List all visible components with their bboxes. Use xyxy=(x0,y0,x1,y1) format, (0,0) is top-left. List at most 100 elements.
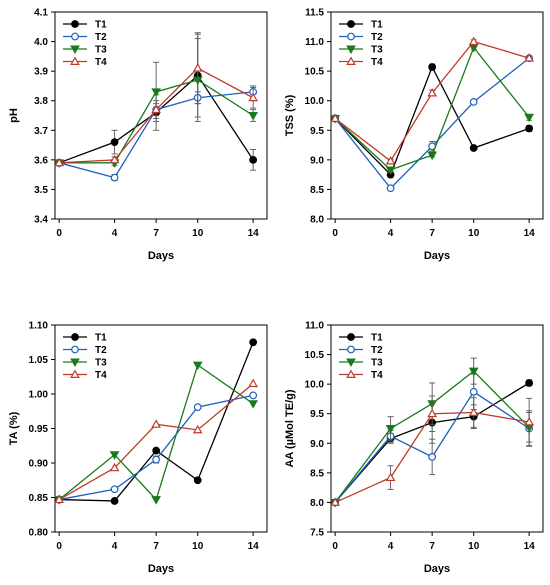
y-axis-label: TSS (%) xyxy=(284,94,296,136)
y-tick-label: 0.80 xyxy=(29,528,49,539)
x-tick-label: 14 xyxy=(248,541,260,552)
legend-label: T2 xyxy=(371,32,383,43)
x-axis-label: Days xyxy=(148,250,174,262)
legend-label: T1 xyxy=(371,20,383,31)
series-t3 xyxy=(54,38,258,168)
data-point xyxy=(468,367,479,377)
legend-marker xyxy=(70,369,80,378)
legend-label: T4 xyxy=(95,57,107,68)
data-point xyxy=(110,138,119,147)
legend-marker xyxy=(71,32,79,41)
data-point xyxy=(249,338,258,347)
legend-marker xyxy=(71,20,79,28)
legend-marker xyxy=(70,358,80,368)
x-axis-label: Days xyxy=(148,563,174,575)
y-tick-label: 8.0 xyxy=(310,498,324,509)
x-axis-label: Days xyxy=(424,250,450,262)
x-tick-label: 10 xyxy=(192,541,204,552)
data-point xyxy=(248,112,258,121)
data-point xyxy=(151,104,161,114)
y-tick-label: 7.5 xyxy=(310,528,324,539)
legend-marker xyxy=(346,369,356,378)
data-point xyxy=(427,88,437,97)
x-tick-label: 7 xyxy=(429,228,435,239)
legend-marker xyxy=(70,45,80,55)
data-point xyxy=(427,408,437,418)
x-tick-label: 0 xyxy=(332,228,338,239)
y-tick-label: 9.5 xyxy=(310,126,324,137)
y-tick-label: 3.9 xyxy=(34,67,48,78)
legend-label: T3 xyxy=(371,45,383,56)
legend-marker xyxy=(346,56,356,65)
y-axis-label: pH xyxy=(8,108,20,123)
chart-panel-tss: 8.0 8.5 9.0 9.5 10.0 10.5 11.0 11.5 0 4 7 10 14 Days T… xyxy=(284,8,544,262)
data-point xyxy=(109,154,120,164)
x-tick-label: 14 xyxy=(248,228,260,239)
data-point xyxy=(192,424,203,434)
y-tick-label: 11.0 xyxy=(305,321,324,332)
data-point xyxy=(192,63,203,72)
y-axis-label: TA (%) xyxy=(8,411,20,445)
legend-marker xyxy=(70,56,80,65)
x-tick-label: 4 xyxy=(112,228,118,239)
legend-marker xyxy=(346,45,356,55)
data-point xyxy=(524,53,534,62)
x-tick-label: 4 xyxy=(388,541,394,552)
plot-frame xyxy=(54,324,268,533)
x-tick-label: 14 xyxy=(524,541,536,552)
data-point xyxy=(525,124,534,133)
data-point xyxy=(152,455,161,464)
x-tick-label: 7 xyxy=(153,541,159,552)
legend-marker xyxy=(347,345,355,354)
data-point xyxy=(248,378,258,388)
y-tick-label: 1.05 xyxy=(29,355,49,366)
x-tick-label: 0 xyxy=(332,541,338,552)
data-point xyxy=(110,173,119,182)
data-point xyxy=(468,407,479,416)
x-tick-label: 7 xyxy=(429,541,435,552)
y-tick-label: 9.0 xyxy=(310,155,324,166)
data-point xyxy=(109,462,120,472)
y-tick-label: 3.7 xyxy=(34,126,48,137)
data-point xyxy=(152,446,161,455)
series-line xyxy=(334,57,530,190)
data-point xyxy=(386,184,395,193)
data-point xyxy=(469,387,478,396)
series-t1 xyxy=(331,63,534,179)
x-tick-label: 4 xyxy=(112,541,118,552)
legend-marker xyxy=(71,345,79,354)
x-tick-label: 10 xyxy=(468,228,480,239)
data-point xyxy=(468,36,479,46)
y-tick-label: 10.0 xyxy=(305,96,325,107)
data-point xyxy=(110,485,119,494)
x-tick-label: 4 xyxy=(388,228,394,239)
legend-marker xyxy=(71,333,79,341)
legend-label: T3 xyxy=(371,358,383,369)
series-t4 xyxy=(330,395,534,506)
data-point xyxy=(385,156,396,165)
chart-panel-ta: 0.80 0.85 0.90 0.95 1.00 1.05 1.10 0 4 7 10 14 Days T… xyxy=(8,321,268,575)
data-point xyxy=(249,391,258,400)
y-tick-label: 1.10 xyxy=(29,321,49,332)
legend-marker xyxy=(347,333,355,341)
legend-label: T4 xyxy=(371,57,383,68)
legend-label: T1 xyxy=(371,333,383,344)
y-tick-label: 8.5 xyxy=(310,468,324,479)
data-point xyxy=(110,497,119,505)
series-t2 xyxy=(331,54,534,193)
y-tick-label: 11.0 xyxy=(305,37,324,48)
y-tick-label: 1.00 xyxy=(29,390,49,401)
data-point xyxy=(385,472,396,482)
legend-marker xyxy=(347,20,355,28)
data-point xyxy=(192,361,203,371)
y-tick-label: 0.90 xyxy=(29,459,49,470)
series-t1 xyxy=(55,338,258,505)
data-point xyxy=(249,155,258,164)
legend-label: T4 xyxy=(371,370,383,381)
data-point xyxy=(248,400,258,409)
y-tick-label: 3.4 xyxy=(34,215,48,226)
y-tick-label: 8.5 xyxy=(310,185,324,196)
legend-label: T3 xyxy=(95,45,107,56)
